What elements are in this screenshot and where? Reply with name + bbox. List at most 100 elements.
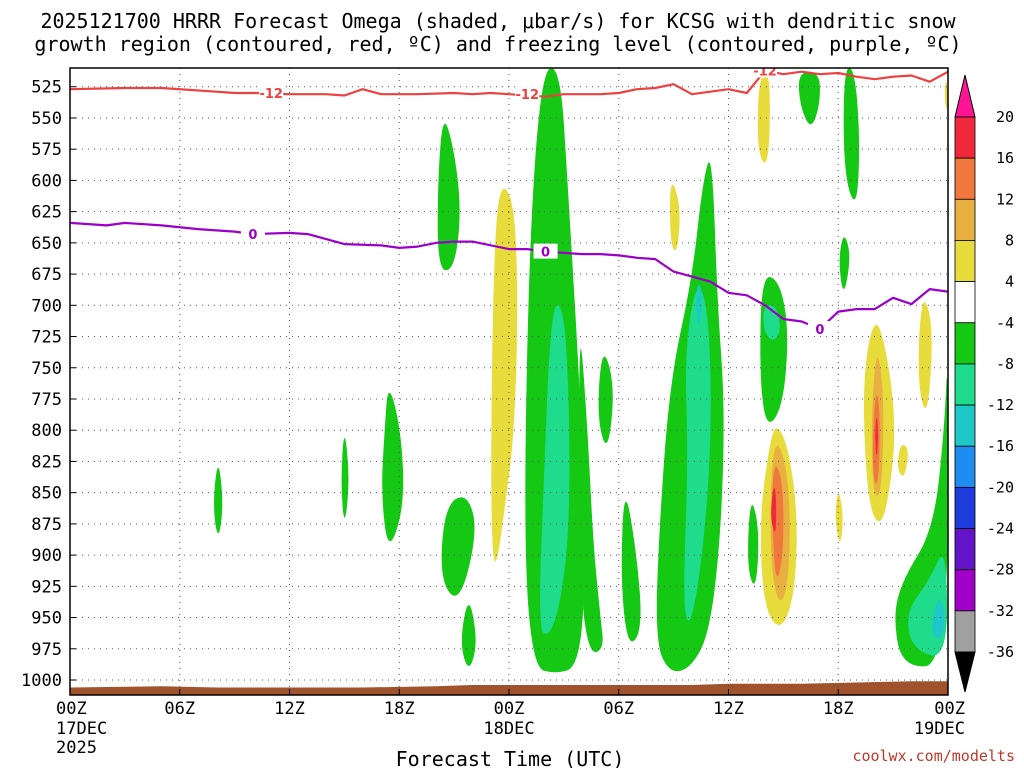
y-tick-label-19: 1000	[21, 671, 62, 691]
y-tick-label-16: 925	[31, 577, 62, 597]
freezing-level-contour-label-bg-2	[807, 321, 832, 337]
y-tick-label-11: 800	[31, 421, 62, 441]
omega-negative-region-5	[382, 392, 404, 542]
dgz-contour-label-bg-2	[753, 68, 778, 78]
x-tick-label-4: 00Z	[494, 699, 525, 719]
colorbar-segment-5	[954, 281, 976, 324]
x-tick-label-0: 00Z	[56, 699, 87, 719]
colorbar-segment-2	[954, 157, 976, 200]
plot-area: -12 -12 -12 0 0 0	[70, 64, 948, 695]
colorbar-label-12: -32	[987, 602, 1014, 620]
x-tick-date-0: 17DEC	[56, 719, 107, 739]
omega-negative-region-2	[437, 123, 460, 271]
omega-negative-region-7	[214, 467, 223, 534]
omega-positive-region-11	[875, 417, 879, 456]
y-tick-label-14: 875	[31, 515, 62, 535]
x-tick-label-5: 06Z	[603, 699, 634, 719]
freezing-level-contour-label-bg-1	[533, 243, 558, 259]
y-tick-label-6: 675	[31, 265, 62, 285]
colorbar-segment-13	[954, 610, 976, 653]
colorbar-segment-10	[954, 486, 976, 529]
y-tick-label-10: 775	[31, 390, 62, 410]
omega-negative-region-10	[621, 501, 641, 642]
colorbar-segment-9	[954, 445, 976, 488]
y-tick-label-7: 700	[31, 296, 62, 316]
dgz-contour-label-bg-0	[259, 84, 284, 100]
x-tick-date-8: 19DEC	[914, 719, 965, 739]
y-tick-label-0: 525	[31, 78, 62, 98]
colorbar-label-2: 12	[996, 190, 1014, 208]
dgz-contour-label-0: -12	[259, 87, 283, 102]
colorbar-label-3: 8	[1005, 231, 1014, 249]
omega-negative-region-1	[540, 305, 570, 634]
y-tick-label-9: 750	[31, 359, 62, 379]
colorbar: 20 16 12 8 4 -4 -8 -12 -16 -20 -24 -28 -32 -36	[954, 74, 1014, 693]
y-tick-label-8: 725	[31, 328, 62, 348]
plot-content: -12 -12 -12 0 0 0	[70, 64, 948, 695]
x-tick-label-6: 12Z	[713, 699, 744, 719]
omega-positive-region-14	[944, 81, 948, 110]
colorbar-label-0: 20	[996, 108, 1014, 126]
y-tick-label-17: 950	[31, 609, 62, 629]
colorbar-segment-1	[954, 116, 976, 159]
axes: 525 550 575 600 625 650 675 700 725 750 775 800 825 8…	[21, 67, 965, 758]
x-tick-label-3: 18Z	[384, 699, 415, 719]
omega-positive-region-6	[771, 487, 777, 532]
colorbar-label-10: -24	[987, 520, 1014, 538]
omega-positive-region-12	[918, 302, 932, 408]
omega-negative-region-9	[598, 356, 613, 444]
colorbar-label-4: 4	[1005, 273, 1014, 291]
colorbar-segment-12	[954, 569, 976, 612]
omega-negative-region-3	[461, 605, 476, 666]
dgz-contour-label-2: -12	[753, 64, 777, 79]
x-axis-title: Forecast Time (UTC)	[396, 747, 625, 768]
colorbar-label-11: -28	[987, 561, 1014, 579]
omega-negative-region-13	[696, 284, 702, 325]
colorbar-label-1: 16	[996, 149, 1014, 167]
omega-positive-region-1	[670, 184, 680, 251]
chart-title-line-1: 2025121700 HRRR Forecast Omega (shaded, …	[40, 9, 956, 33]
omega-negative-region-4	[441, 497, 475, 596]
colorbar-label-7: -12	[987, 396, 1014, 414]
freezing-level-contour-label-0: 0	[248, 228, 257, 243]
omega-negative-region-15	[843, 68, 860, 200]
omega-negative-region-12	[684, 289, 711, 621]
colorbar-segment-6	[954, 322, 976, 365]
omega-negative-region-14	[798, 71, 820, 125]
colorbar-label-13: -36	[987, 643, 1014, 661]
dgz-contour-label-bg-1	[515, 86, 540, 102]
omega-negative-region-8	[579, 348, 603, 653]
colorbar-label-9: -20	[987, 478, 1014, 496]
freezing-level-contour-label-1: 0	[541, 246, 550, 261]
y-tick-label-13: 850	[31, 484, 62, 504]
colorbar-bottom-triangle	[954, 651, 976, 693]
colorbar-segment-4	[954, 240, 976, 283]
omega-positive-region-13	[898, 445, 908, 476]
x-tick-label-8: 00Z	[934, 699, 965, 719]
omega-negative-region-18	[748, 505, 759, 584]
x-tick-label-7: 18Z	[823, 699, 854, 719]
omega-negative-region-22	[932, 600, 945, 639]
colorbar-segment-3	[954, 198, 976, 241]
colorbar-segment-8	[954, 404, 976, 447]
x-tick-label-1: 06Z	[164, 699, 195, 719]
x-tick-date-4: 18DEC	[483, 719, 534, 739]
omega-positive-region-0	[491, 188, 518, 562]
y-tick-label-5: 650	[31, 234, 62, 254]
credit-text: coolwx.com/modelts	[852, 747, 1015, 765]
y-tick-label-18: 975	[31, 640, 62, 660]
omega-negative-region-16	[760, 277, 788, 422]
y-tick-label-4: 625	[31, 203, 62, 223]
y-tick-label-15: 900	[31, 546, 62, 566]
y-tick-label-3: 600	[31, 171, 62, 191]
omega-positive-region-2	[757, 73, 770, 163]
colorbar-segment-7	[954, 363, 976, 406]
y-tick-label-12: 825	[31, 452, 62, 472]
x-tick-label-2: 12Z	[274, 699, 305, 719]
chart-title-line-2: growth region (contoured, red, ºC) and f…	[34, 32, 961, 56]
omega-negative-region-19	[839, 237, 850, 289]
colorbar-top-triangle	[954, 74, 976, 118]
colorbar-label-5: -4	[996, 314, 1014, 332]
freezing-level-contour-label-bg-0	[240, 226, 265, 242]
